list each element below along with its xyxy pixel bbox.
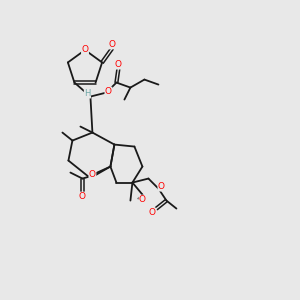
Text: O: O	[79, 192, 86, 201]
Text: O: O	[82, 46, 88, 55]
Text: O: O	[89, 170, 96, 179]
Text: O: O	[109, 40, 116, 49]
Text: O: O	[105, 87, 112, 96]
Text: O: O	[115, 60, 122, 69]
Text: O: O	[149, 208, 156, 217]
Text: H: H	[84, 89, 91, 98]
Text: O: O	[139, 195, 146, 204]
Text: O: O	[158, 182, 165, 191]
